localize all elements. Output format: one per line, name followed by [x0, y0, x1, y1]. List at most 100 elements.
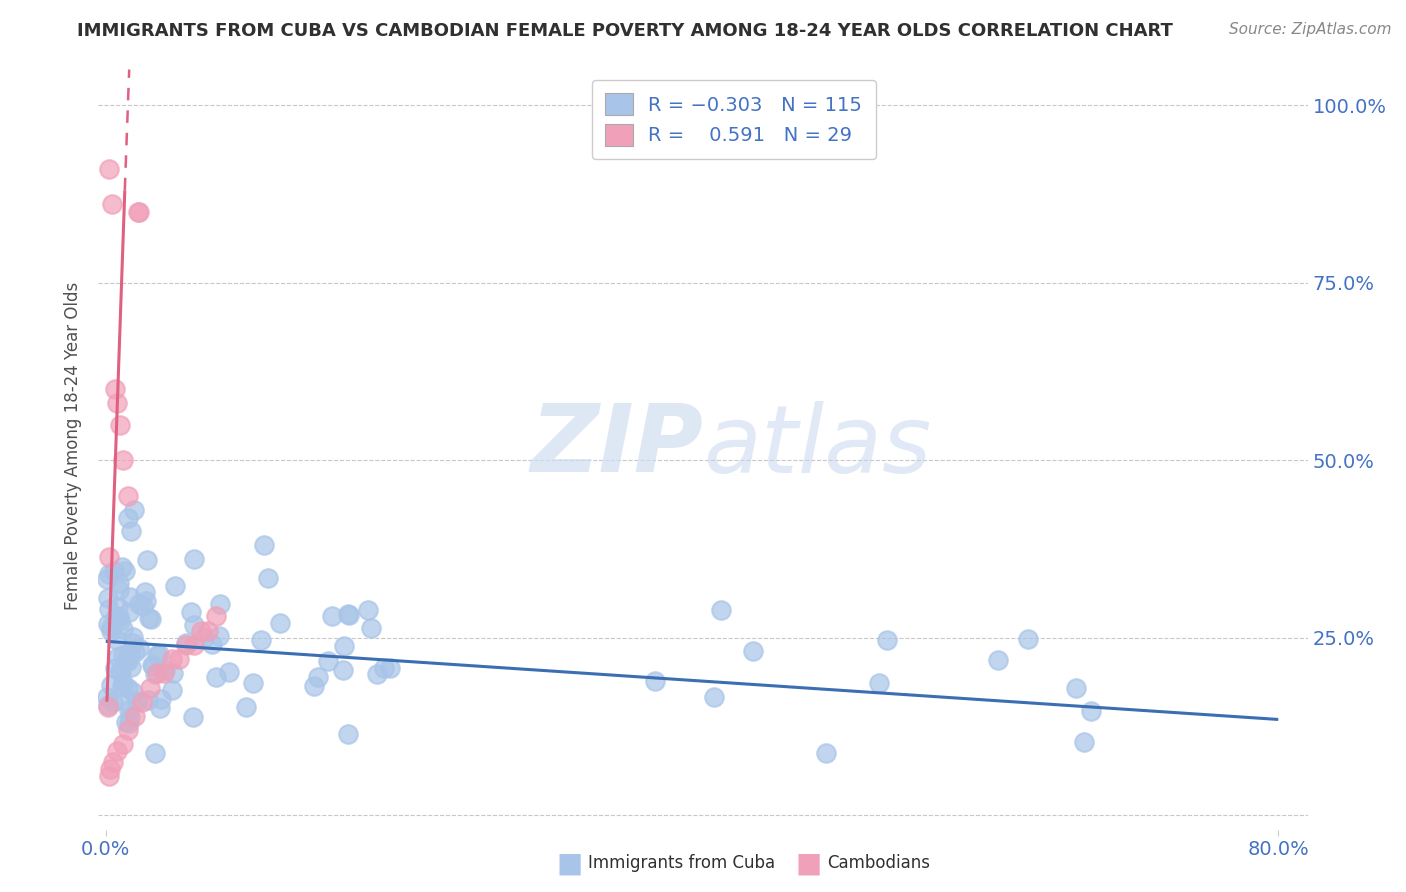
Point [117, 510, 139, 524]
Point [1064, 681, 1087, 696]
Point [138, 681, 160, 695]
Point [250, 632, 273, 647]
Point [318, 654, 340, 668]
Point [122, 630, 145, 644]
Point [128, 597, 150, 611]
Point [360, 621, 382, 635]
Point [112, 737, 135, 751]
Point [115, 653, 138, 667]
Point [163, 579, 186, 593]
Text: IMMIGRANTS FROM CUBA VS CAMBODIAN FEMALE POVERTY AMONG 18-24 YEAR OLDS CORRELATI: IMMIGRANTS FROM CUBA VS CAMBODIAN FEMALE… [77, 22, 1173, 40]
Point [378, 661, 401, 675]
Point [101, 695, 124, 709]
Point [332, 639, 354, 653]
Point [117, 723, 139, 738]
Point [139, 611, 162, 625]
Point [332, 663, 354, 677]
Text: Source: ZipAtlas.com: Source: ZipAtlas.com [1229, 22, 1392, 37]
Point [183, 618, 205, 632]
Point [181, 710, 204, 724]
Point [176, 638, 198, 652]
Point [190, 624, 212, 638]
Point [100, 197, 122, 211]
Point [111, 676, 134, 690]
Point [98, 762, 121, 776]
Point [876, 632, 898, 647]
Point [98, 566, 121, 581]
Text: Cambodians: Cambodians [827, 855, 929, 872]
Point [107, 600, 129, 615]
Point [180, 605, 202, 619]
Point [124, 709, 146, 723]
Point [869, 675, 891, 690]
Point [307, 670, 329, 684]
Point [145, 746, 167, 760]
Point [121, 636, 143, 650]
Point [117, 681, 139, 695]
Point [107, 744, 129, 758]
Text: ZIP: ZIP [530, 400, 703, 492]
Point [302, 679, 325, 693]
Point [204, 670, 226, 684]
Point [257, 571, 280, 585]
Point [204, 609, 226, 624]
Point [235, 699, 257, 714]
Point [160, 652, 183, 666]
Point [136, 693, 159, 707]
Point [120, 524, 142, 539]
Point [120, 660, 142, 674]
Point [117, 703, 139, 717]
Point [153, 666, 176, 681]
Point [96, 572, 118, 586]
Point [207, 629, 229, 643]
Point [128, 640, 150, 655]
Text: atlas: atlas [703, 401, 931, 491]
Point [703, 690, 725, 704]
Point [134, 584, 156, 599]
Point [814, 746, 837, 760]
Point [118, 715, 141, 730]
Point [269, 616, 291, 631]
Point [143, 666, 166, 681]
Point [103, 382, 125, 396]
Point [1080, 704, 1102, 718]
Point [337, 607, 360, 622]
Point [120, 647, 142, 661]
Point [128, 204, 150, 219]
Point [138, 610, 160, 624]
Point [115, 715, 138, 730]
Point [98, 549, 121, 564]
Point [118, 590, 141, 604]
Point [96, 690, 118, 705]
Point [162, 665, 184, 680]
Text: ■: ■ [557, 849, 582, 878]
Point [115, 652, 138, 666]
Point [193, 631, 215, 645]
Point [100, 620, 122, 634]
Point [100, 678, 122, 692]
Point [197, 624, 219, 638]
Point [105, 633, 128, 648]
Point [97, 161, 120, 176]
Point [987, 653, 1010, 667]
Point [146, 666, 169, 681]
Point [150, 692, 173, 706]
Point [136, 552, 159, 566]
Point [111, 679, 134, 693]
Point [104, 609, 127, 624]
Point [120, 710, 142, 724]
Point [97, 602, 120, 616]
Point [167, 652, 190, 666]
Point [122, 685, 145, 699]
Point [107, 650, 129, 665]
Point [108, 575, 131, 590]
Point [108, 609, 131, 624]
Point [1017, 632, 1039, 646]
Point [124, 644, 146, 658]
Point [117, 489, 139, 503]
Point [357, 603, 380, 617]
Point [125, 694, 148, 708]
Point [208, 597, 231, 611]
Point [1073, 735, 1095, 749]
Text: Immigrants from Cuba: Immigrants from Cuba [588, 855, 775, 872]
